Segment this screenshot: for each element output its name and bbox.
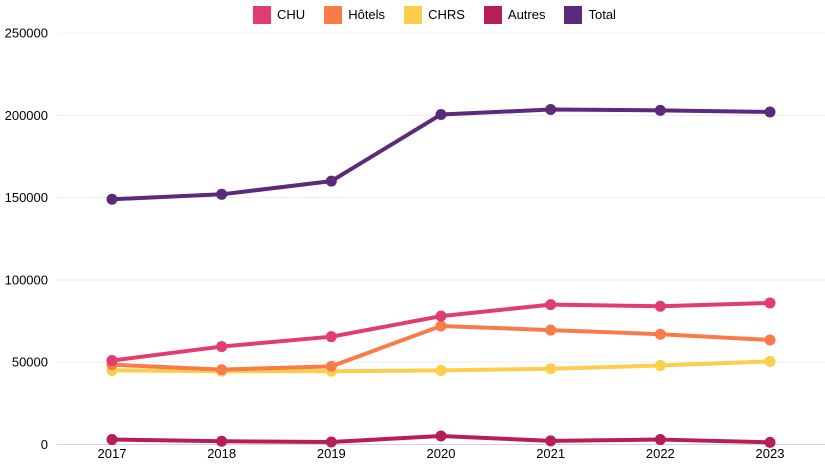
data-point	[654, 300, 666, 312]
data-point	[106, 355, 118, 367]
data-point	[654, 328, 666, 340]
data-point	[106, 193, 118, 205]
series-autres	[106, 430, 776, 448]
legend-label: CHU	[277, 7, 306, 22]
data-point	[545, 104, 557, 116]
data-point	[325, 331, 337, 343]
data-point	[764, 297, 776, 309]
y-axis-tick-label: 250000	[5, 26, 48, 41]
data-point	[435, 364, 447, 376]
data-point	[216, 188, 228, 200]
x-axis-tick-label-2021: 2021	[536, 446, 565, 461]
legend-item-chrs[interactable]: CHRS	[404, 6, 465, 24]
x-axis-tick-label-2017: 2017	[98, 446, 127, 461]
y-axis-tick-label: 0	[41, 437, 48, 452]
data-point	[654, 359, 666, 371]
data-point	[216, 435, 228, 447]
x-axis-tick-label-2019: 2019	[317, 446, 346, 461]
y-axis-tick-label: 100000	[5, 272, 48, 287]
data-point	[325, 436, 337, 448]
data-point	[545, 324, 557, 336]
data-point	[654, 434, 666, 446]
data-point	[764, 355, 776, 367]
y-axis-tick-label: 150000	[5, 190, 48, 205]
data-point	[435, 108, 447, 120]
data-point	[106, 434, 118, 446]
data-point	[764, 106, 776, 118]
legend-label: CHRS	[428, 7, 465, 22]
data-point	[325, 360, 337, 372]
x-axis-tick-label-2023: 2023	[756, 446, 785, 461]
y-axis-tick-label: 200000	[5, 108, 48, 123]
legend-label: Autres	[507, 7, 546, 22]
y-axis-tick-label: 50000	[12, 355, 48, 370]
data-point	[545, 435, 557, 447]
legend-swatch-icon	[564, 6, 583, 24]
series-line	[110, 107, 772, 202]
data-point	[435, 310, 447, 322]
legend: CHU Hôtels CHRS Autres Total	[0, 6, 825, 24]
legend-swatch-icon	[324, 6, 343, 24]
data-point	[764, 334, 776, 346]
data-point	[435, 430, 447, 442]
legend-item-chu[interactable]: CHU	[253, 6, 305, 24]
legend-swatch-icon	[253, 6, 272, 24]
x-axis-tick-label-2022: 2022	[646, 446, 675, 461]
legend-item-autres[interactable]: Autres	[483, 6, 546, 24]
data-point	[545, 299, 557, 311]
series-chrs	[106, 355, 776, 377]
data-point	[325, 175, 337, 187]
data-point	[545, 363, 557, 375]
data-point	[764, 436, 776, 448]
data-point	[654, 104, 666, 116]
legend-item-hotels[interactable]: Hôtels	[324, 6, 385, 24]
series-chu	[106, 297, 776, 367]
data-point	[216, 364, 228, 376]
legend-swatch-icon	[483, 6, 502, 24]
legend-item-total[interactable]: Total	[564, 6, 616, 24]
legend-label: Total	[588, 7, 616, 22]
x-axis-tick-label-2020: 2020	[427, 446, 456, 461]
x-axis-tick-label-2018: 2018	[207, 446, 236, 461]
data-point	[216, 341, 228, 353]
legend-swatch-icon	[404, 6, 423, 24]
series-total	[106, 104, 776, 205]
legend-label: Hôtels	[348, 7, 386, 22]
data-point	[435, 320, 447, 332]
